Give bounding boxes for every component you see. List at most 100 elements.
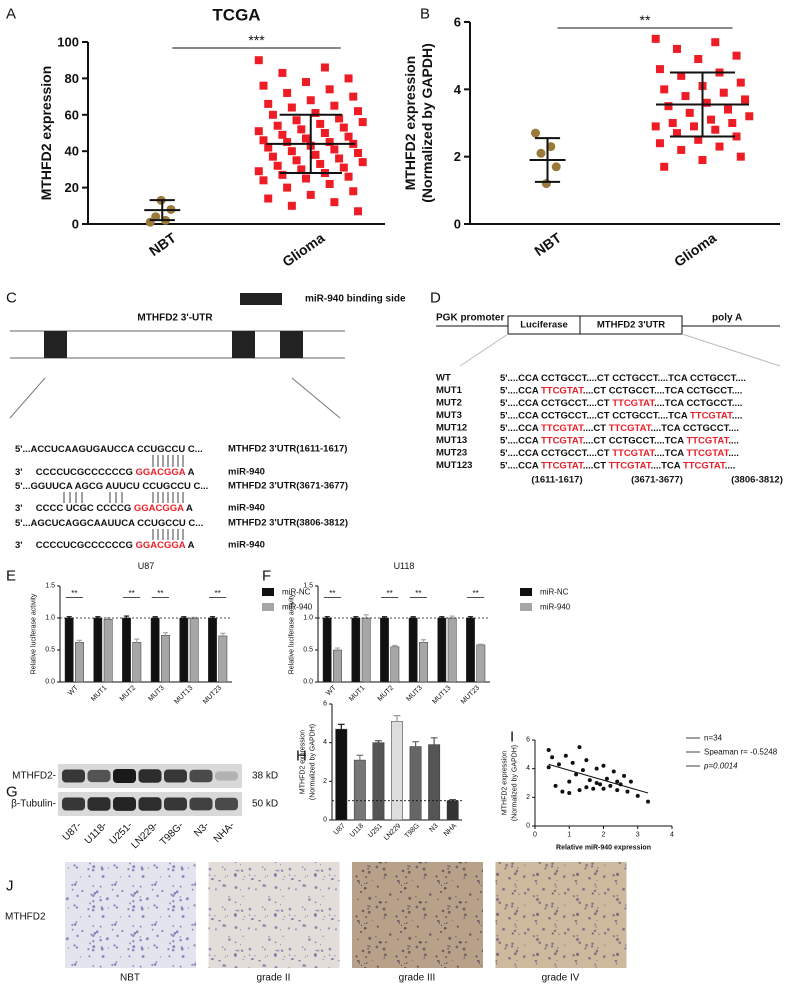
data-point xyxy=(264,194,273,203)
mutation: TTCGTAT xyxy=(690,410,733,421)
error-bar xyxy=(152,616,158,618)
panel-letter: C xyxy=(6,290,17,307)
y-tick-label: 4 xyxy=(454,82,462,97)
lane-label: NHA- xyxy=(212,820,237,845)
row-name: MUT13 xyxy=(436,435,467,446)
y-axis-label: (Normalized by GAPDH) xyxy=(512,745,519,821)
data-point xyxy=(677,71,686,80)
y-axis-label: Relative luciferase activity xyxy=(31,593,38,674)
data-point xyxy=(577,788,582,793)
sequence-part: 3' CCCCUCGCCCCCCG xyxy=(15,467,136,478)
error-bar xyxy=(449,615,455,618)
sequence-label: miR-940 xyxy=(228,503,265,514)
error-bar xyxy=(420,639,427,643)
seed-match: GGACGGA xyxy=(136,467,186,478)
data-point xyxy=(635,793,640,798)
significance-label: ** xyxy=(215,589,221,598)
x-tick-label: MUT23 xyxy=(460,684,481,705)
binding-site xyxy=(232,331,255,358)
data-point xyxy=(556,762,561,767)
data-point xyxy=(259,176,268,185)
data-point xyxy=(354,207,362,216)
error-bar xyxy=(191,616,197,618)
data-point xyxy=(259,136,268,145)
legend-swatch xyxy=(520,588,532,596)
data-point xyxy=(591,786,596,791)
data-point xyxy=(601,786,606,791)
seed-match: GGACGGA xyxy=(134,503,184,514)
x-tick-label: WT xyxy=(325,684,338,697)
data-point xyxy=(646,799,651,804)
zoom-line xyxy=(291,377,341,419)
sequence: 5'....CCA TTCGTAT....CT CCTGCCT....TCA T… xyxy=(500,435,739,446)
mutation: TTCGTAT xyxy=(612,448,655,459)
blot-band xyxy=(189,797,213,811)
sequence: 5'...AGCUCAGGCAAUUCA CCUGCCU C... xyxy=(15,518,203,529)
error-bar xyxy=(181,616,187,618)
significance-label: ** xyxy=(129,589,135,598)
data-point xyxy=(584,758,589,763)
data-point xyxy=(278,170,287,179)
sd-bar xyxy=(534,137,561,183)
data-point xyxy=(664,102,673,111)
sequence: 3' CCCC UCGC CCCCG GGACGGA A xyxy=(15,503,193,514)
data-point xyxy=(651,34,660,43)
panel-letter: J xyxy=(6,878,14,895)
y-axis-label: Relative luciferase activity xyxy=(289,593,296,674)
x-tick-label: NHA xyxy=(443,822,459,838)
bar xyxy=(437,617,447,683)
sequence: 5'....CCA TTCGTAT....CT TTCGTAT....TCA T… xyxy=(500,460,735,471)
legend-label: n=34 xyxy=(704,734,723,743)
y-tick-label: 0.5 xyxy=(303,647,313,654)
bar xyxy=(428,744,441,821)
sequence-part: 5'....CCA xyxy=(500,385,541,396)
data-point xyxy=(628,779,633,784)
y-axis-label: (Normalized by GAPDH) xyxy=(419,43,435,202)
position-label: (1611-1617) xyxy=(531,475,582,486)
legend-swatch xyxy=(262,588,274,596)
sequence-part: 3' CCCC UCGC CCCCG xyxy=(15,503,134,514)
blot-band xyxy=(215,771,238,781)
blot-band xyxy=(113,769,136,783)
data-point xyxy=(584,785,589,790)
x-tick-label: WT xyxy=(67,684,80,697)
x-tick-label: NBT xyxy=(531,229,564,259)
error-bar xyxy=(381,616,388,618)
data-point xyxy=(335,154,344,163)
construct-label: MTHFD2 3'UTR xyxy=(597,320,665,331)
x-tick-label: U118 xyxy=(349,822,365,838)
data-point xyxy=(668,119,677,127)
data-point xyxy=(655,139,664,148)
data-point xyxy=(567,791,572,796)
sequence-part: 5'....CCA CCTGCCT....CT xyxy=(500,448,612,459)
bar xyxy=(93,617,103,683)
binding-site xyxy=(44,331,67,358)
data-point xyxy=(325,85,334,94)
bar xyxy=(408,617,418,683)
x-tick-label: 0 xyxy=(533,832,537,839)
data-point xyxy=(254,56,263,65)
data-point xyxy=(728,119,737,127)
sequence-part: ....TCA xyxy=(651,460,683,471)
error-bar xyxy=(412,741,419,747)
data-point xyxy=(268,152,277,161)
bar xyxy=(333,649,342,683)
data-point xyxy=(608,783,613,788)
sequence-part: 5'....CCA xyxy=(500,460,541,471)
sequence-part: ....TCA CCTGCCT.... xyxy=(651,423,739,434)
data-point xyxy=(681,92,690,101)
data-point xyxy=(344,172,353,181)
sequence-part: 5'....CCA CCTGCCT....CT CCTGCCT....TCA xyxy=(500,410,690,421)
lane-label: N3- xyxy=(192,820,211,839)
data-point xyxy=(611,769,616,774)
sequence-part: 5'...ACCUCAAGUGAUCCA CCUGCCU C... xyxy=(15,444,203,455)
blot-band xyxy=(62,797,85,811)
data-point xyxy=(349,187,358,196)
data-point xyxy=(344,74,353,83)
data-point xyxy=(741,95,750,104)
bar xyxy=(476,644,486,683)
size-label: 50 kD xyxy=(252,799,278,810)
y-tick-label: 20 xyxy=(65,180,79,195)
data-point xyxy=(622,773,627,778)
data-point xyxy=(711,125,720,134)
